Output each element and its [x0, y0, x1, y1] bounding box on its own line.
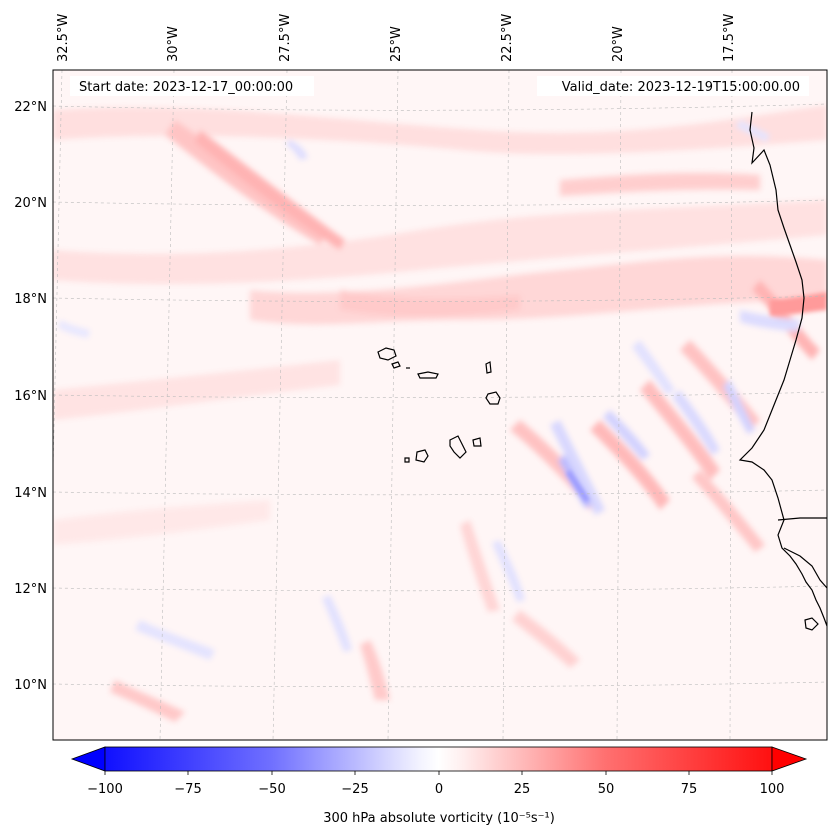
cape-verde-islands — [377, 347, 501, 463]
sao-nicolau — [417, 371, 439, 379]
valid-date-box — [537, 76, 809, 96]
colorbar-tick-label: 25 — [514, 782, 531, 797]
africa-coastline — [738, 111, 827, 627]
guinea-bissau-coast — [783, 547, 827, 589]
lon-label: 22.5°W — [500, 14, 515, 62]
colorbar-tick-label: 100 — [760, 782, 785, 797]
start-date-label: Start date: 2023-12-17_00:00:00 — [79, 80, 293, 95]
start-date-box — [70, 76, 314, 96]
colorbar-tick-label: 0 — [435, 782, 443, 797]
valid-date-label: Valid_date: 2023-12-19T15:00:00.00 — [562, 80, 800, 95]
lon-label: 32.5°W — [56, 14, 71, 62]
lon-label: 20°W — [611, 26, 626, 62]
colorbar-tick-label: −100 — [87, 782, 123, 797]
map-frame — [52, 69, 828, 741]
lon-label: 25°W — [389, 26, 404, 62]
lat-label: 22°N — [14, 100, 47, 115]
brava — [404, 457, 410, 463]
lon-label: 27.5°W — [278, 14, 293, 62]
longitude-labels: 32.5°W 30°W 27.5°W 25°W 22.5°W 20°W 17.5… — [56, 14, 737, 62]
colorbar-ticks — [104, 771, 773, 775]
lat-label: 18°N — [14, 292, 47, 307]
santiago — [449, 435, 467, 459]
vorticity-field — [53, 105, 827, 722]
lon-label: 30°W — [166, 26, 181, 62]
colorbar: −100 −75 −50 −25 0 25 50 75 100 300 hPa … — [70, 746, 808, 826]
latitude-labels: 22°N 20°N 18°N 16°N 14°N 12°N 10°N — [14, 100, 47, 693]
colorbar-tick-label: −25 — [341, 782, 368, 797]
colorbar-tick-label: −50 — [258, 782, 285, 797]
colorbar-high-extension — [771, 746, 808, 772]
lat-label: 16°N — [14, 389, 47, 404]
colorbar-body — [104, 746, 773, 772]
lat-label: 14°N — [14, 486, 47, 501]
colorbar-label: 300 hPa absolute vorticity (10⁻⁵s⁻¹) — [323, 811, 555, 826]
map-panel: Start date: 2023-12-17_00:00:00 Valid_da… — [52, 69, 828, 741]
coastlines — [738, 111, 827, 631]
santo-antao — [377, 347, 397, 361]
colorbar-tick-label: −75 — [174, 782, 201, 797]
colorbar-tick-label: 75 — [681, 782, 698, 797]
lon-label: 17.5°W — [722, 14, 737, 62]
sao-vicente — [391, 361, 401, 369]
graticule — [53, 70, 827, 740]
lat-label: 20°N — [14, 196, 47, 211]
colorbar-tick-label: 50 — [598, 782, 615, 797]
lat-label: 10°N — [14, 678, 47, 693]
bissagos-islands — [804, 617, 819, 631]
maio — [472, 437, 482, 447]
sal — [485, 361, 492, 374]
boa-vista — [485, 391, 501, 405]
gambia-inlet — [777, 517, 827, 521]
colorbar-low-extension — [70, 746, 106, 772]
fogo — [415, 449, 429, 463]
lat-label: 12°N — [14, 582, 47, 597]
